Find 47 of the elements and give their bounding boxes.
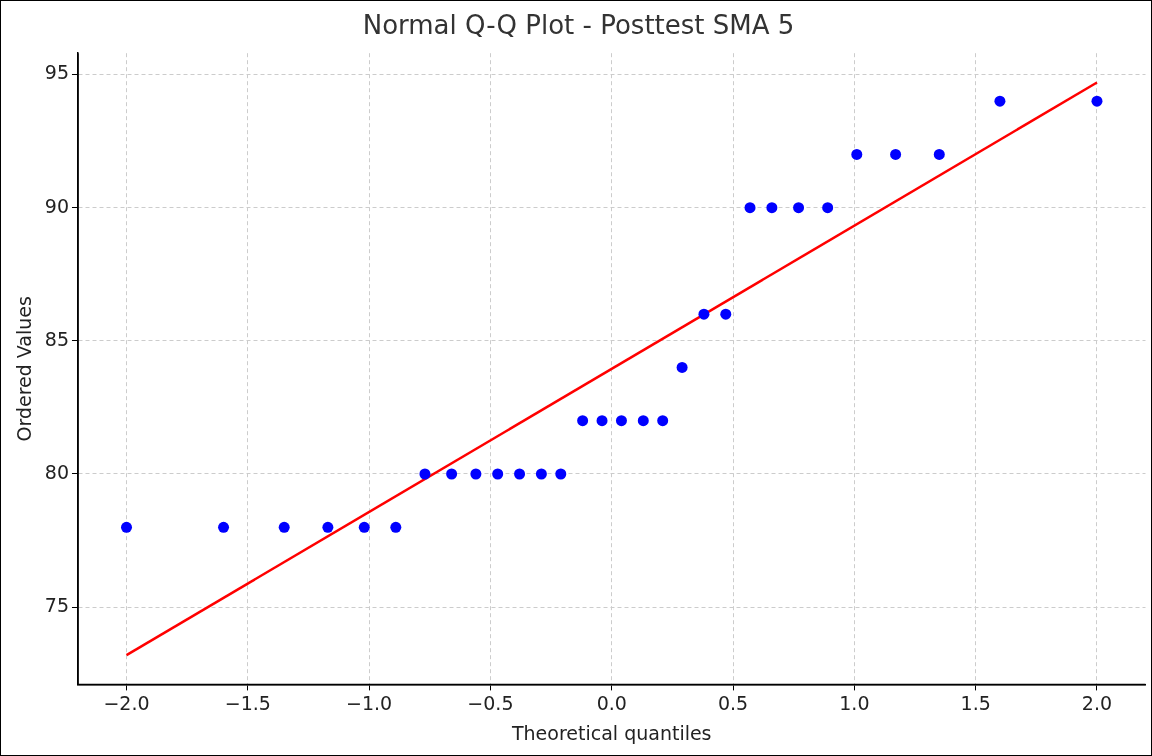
point <box>218 521 230 533</box>
x-axis-title: Theoretical quantiles <box>510 721 712 744</box>
point <box>793 202 805 214</box>
point <box>637 415 649 427</box>
x-tick-label: −1.5 <box>224 691 271 714</box>
point <box>676 361 688 373</box>
point <box>322 521 334 533</box>
x-tick-label: 1.0 <box>839 691 870 714</box>
point <box>890 148 902 160</box>
point <box>514 468 526 480</box>
chart-title: Normal Q-Q Plot - Posttest SMA 5 <box>362 10 795 41</box>
point <box>698 308 710 320</box>
point <box>390 521 402 533</box>
point <box>720 308 732 320</box>
point <box>492 468 504 480</box>
point <box>994 95 1006 107</box>
x-tick-label: −0.5 <box>467 691 514 714</box>
y-tick-label: 80 <box>44 460 69 483</box>
point <box>657 415 669 427</box>
y-tick-label: 90 <box>44 194 69 217</box>
point <box>419 468 431 480</box>
point <box>121 521 132 533</box>
point <box>1091 95 1103 107</box>
point <box>596 415 608 427</box>
point <box>278 521 290 533</box>
point <box>577 415 589 427</box>
y-axis-title: Ordered Values <box>13 296 36 442</box>
x-tick-label: 1.5 <box>960 691 991 714</box>
point <box>933 148 945 160</box>
y-tick-label: 95 <box>44 61 69 84</box>
point <box>535 468 547 480</box>
x-tick-label: −2.0 <box>103 691 150 714</box>
point <box>555 468 567 480</box>
y-tick-label: 85 <box>44 327 69 350</box>
point <box>766 202 778 214</box>
point <box>615 415 627 427</box>
y-tick-label: 75 <box>44 594 69 617</box>
x-tick-label: −1.0 <box>346 691 393 714</box>
x-tick-label: 0.0 <box>596 691 627 714</box>
point <box>470 468 482 480</box>
point <box>446 468 458 480</box>
x-tick-label: 2.0 <box>1081 691 1113 714</box>
point <box>851 148 863 160</box>
point <box>744 202 756 214</box>
point <box>822 202 834 214</box>
point <box>358 521 370 533</box>
x-tick-label: 0.5 <box>717 691 749 714</box>
